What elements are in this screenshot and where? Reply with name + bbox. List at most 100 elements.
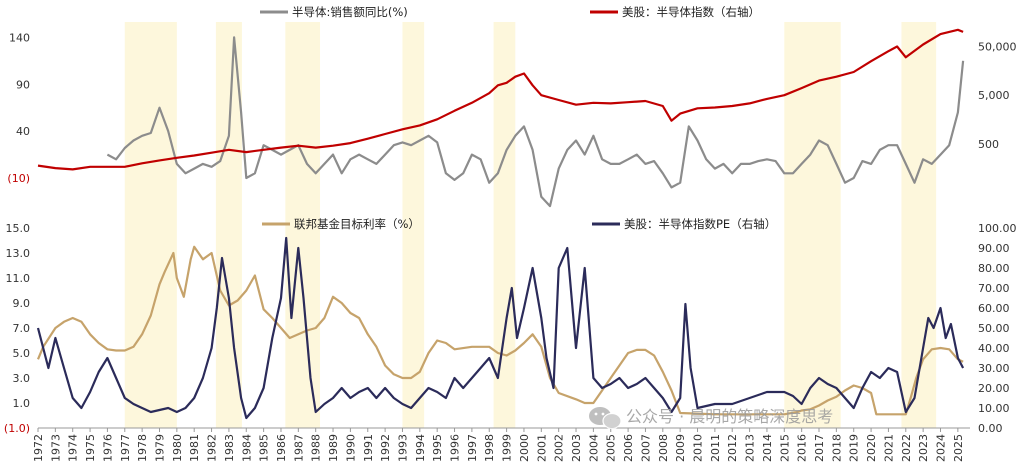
x-tick-label: 1973 (49, 434, 62, 462)
x-tick-label: 2005 (605, 434, 618, 462)
x-tick-label: 1990 (344, 434, 357, 462)
bottom-right-tick-label: 10.00 (978, 402, 1010, 415)
x-tick-label: 1982 (206, 434, 219, 462)
x-tick-label: 1999 (501, 434, 514, 462)
bottom-right-tick-label: 80.00 (978, 262, 1010, 275)
x-tick-label: 1975 (84, 434, 97, 462)
x-tick-label: 2012 (726, 434, 739, 462)
shaded-period-5 (784, 22, 841, 428)
x-tick-label: 1974 (67, 434, 80, 462)
x-tick-label: 2009 (674, 434, 687, 462)
x-tick-label: 1993 (397, 434, 410, 462)
series-line-fed-funds-rate (36, 245, 964, 416)
top-series-lines (37, 28, 965, 208)
x-tick-label: 2001 (535, 434, 548, 462)
top-left-y-axis: 140 90 40 (10) (7, 31, 30, 185)
x-tick-label: 2000 (518, 434, 531, 462)
bottom-right-tick-label: 100.00 (978, 222, 1017, 235)
top-right-y-axis: 50,000 5,000 500 (978, 41, 1017, 151)
top-left-tick-label: 140 (9, 31, 30, 44)
series-line-sox-index (37, 28, 964, 171)
shaded-period-3 (402, 22, 425, 428)
x-tick-label: 1978 (136, 434, 149, 462)
x-tick-label: 2003 (570, 434, 583, 462)
x-tick-label: 1995 (431, 434, 444, 462)
bottom-left-y-axis: 15.0 13.0 11.0 9.0 7.0 5.0 3.0 1.0 (1.0) (4, 222, 30, 435)
bottom-left-tick-label: 11.0 (6, 272, 31, 285)
shaded-period-4 (493, 22, 516, 428)
bottom-left-tick-label: (1.0) (4, 422, 30, 435)
x-tick-label: 2010 (692, 434, 705, 462)
legend-label-semiconductor-sales-yoy: 半导体:销售额同比(%) (292, 5, 408, 19)
top-legend: 半导体:销售额同比(%) 美股：半导体指数（右轴） (260, 5, 760, 19)
x-tick-label: 2016 (796, 434, 809, 462)
bottom-right-y-axis: 100.00 90.00 80.00 70.00 60.00 50.00 40.00 30.0… (978, 222, 1017, 435)
watermark-text: 公众号 · 晨明的策略深度思考 (626, 407, 833, 426)
x-tick-label: 1996 (449, 434, 462, 462)
bottom-left-tick-label: 1.0 (13, 397, 31, 410)
bottom-left-tick-label: 5.0 (13, 347, 31, 360)
x-tick-label: 2023 (917, 434, 930, 462)
x-tick-label: 1997 (466, 434, 479, 462)
bottom-right-tick-label: 0.00 (978, 422, 1003, 435)
bottom-left-tick-label: 3.0 (13, 372, 31, 385)
series-line-semiconductor-sales-yoy (106, 36, 965, 208)
x-axis: 1972 1973 1974 1975 1976 1977 1978 1979 1980 1981… (32, 427, 970, 462)
x-tick-label: 1980 (171, 434, 184, 462)
x-tick-label: 1976 (101, 434, 114, 462)
x-tick-label: 1992 (379, 434, 392, 462)
x-tick-label: 1979 (154, 434, 167, 462)
watermark: 公众号 · 晨明的策略深度思考 (589, 407, 833, 430)
top-right-tick-label: 5,000 (978, 89, 1010, 102)
bottom-left-tick-label: 9.0 (13, 297, 31, 310)
bottom-right-tick-label: 60.00 (978, 302, 1010, 315)
x-tick-label: 2015 (778, 434, 791, 462)
wechat-icon (589, 407, 622, 430)
x-tick-label: 1988 (310, 434, 323, 462)
x-tick-label: 2004 (587, 434, 600, 462)
x-tick-label: 2017 (813, 434, 826, 462)
x-tick-label: 1985 (258, 434, 271, 462)
x-tick-label: 2025 (952, 434, 965, 462)
x-tick-label: 2002 (553, 434, 566, 462)
bottom-left-tick-label: 15.0 (6, 222, 31, 235)
bottom-left-tick-label: 7.0 (13, 322, 31, 335)
x-tick-label: 1994 (414, 434, 427, 462)
shaded-period-1 (215, 22, 242, 428)
top-panel: 140 90 40 (10) 50,000 5,000 500 半导体:销售额同比(%) … (7, 5, 1017, 208)
shaded-periods (124, 22, 937, 428)
x-tick-label: 2024 (935, 434, 948, 462)
bottom-legend: 联邦基金目标利率（%） 美股：半导体指数PE（右轴） (262, 217, 776, 231)
bottom-right-tick-label: 40.00 (978, 342, 1010, 355)
bottom-panel: 15.0 13.0 11.0 9.0 7.0 5.0 3.0 1.0 (1.0) 100.00 9… (4, 217, 1017, 435)
x-tick-label: 2021 (882, 434, 895, 462)
x-tick-label: 1981 (188, 434, 201, 462)
x-tick-label: 1986 (275, 434, 288, 462)
x-tick-label: 2011 (709, 434, 722, 462)
x-tick-label: 2006 (622, 434, 635, 462)
bottom-right-tick-label: 90.00 (978, 242, 1010, 255)
legend-label-sox-index: 美股：半导体指数（右轴） (622, 5, 760, 19)
shaded-period-2 (285, 22, 321, 428)
series-line-sox-pe (36, 236, 965, 420)
x-tick-label: 1991 (362, 434, 375, 462)
top-right-tick-label: 500 (978, 138, 999, 151)
x-tick-label: 2007 (639, 434, 652, 462)
x-tick-label: 2019 (848, 434, 861, 462)
x-tick-label: 1984 (240, 434, 253, 462)
x-tick-label: 2018 (830, 434, 843, 462)
x-tick-label: 1983 (223, 434, 236, 462)
x-tick-label: 2020 (865, 434, 878, 462)
x-tick-label: 1998 (483, 434, 496, 462)
bottom-right-tick-label: 30.00 (978, 362, 1010, 375)
x-tick-label: 2014 (761, 434, 774, 462)
top-right-tick-label: 50,000 (978, 41, 1017, 54)
bottom-left-tick-label: 13.0 (6, 247, 31, 260)
bottom-right-tick-label: 20.00 (978, 382, 1010, 395)
x-tick-label: 2022 (900, 434, 913, 462)
top-left-tick-label: (10) (7, 172, 30, 185)
x-tick-label: 2008 (657, 434, 670, 462)
x-tick-label: 1987 (292, 434, 305, 462)
shaded-period-6 (901, 22, 937, 428)
